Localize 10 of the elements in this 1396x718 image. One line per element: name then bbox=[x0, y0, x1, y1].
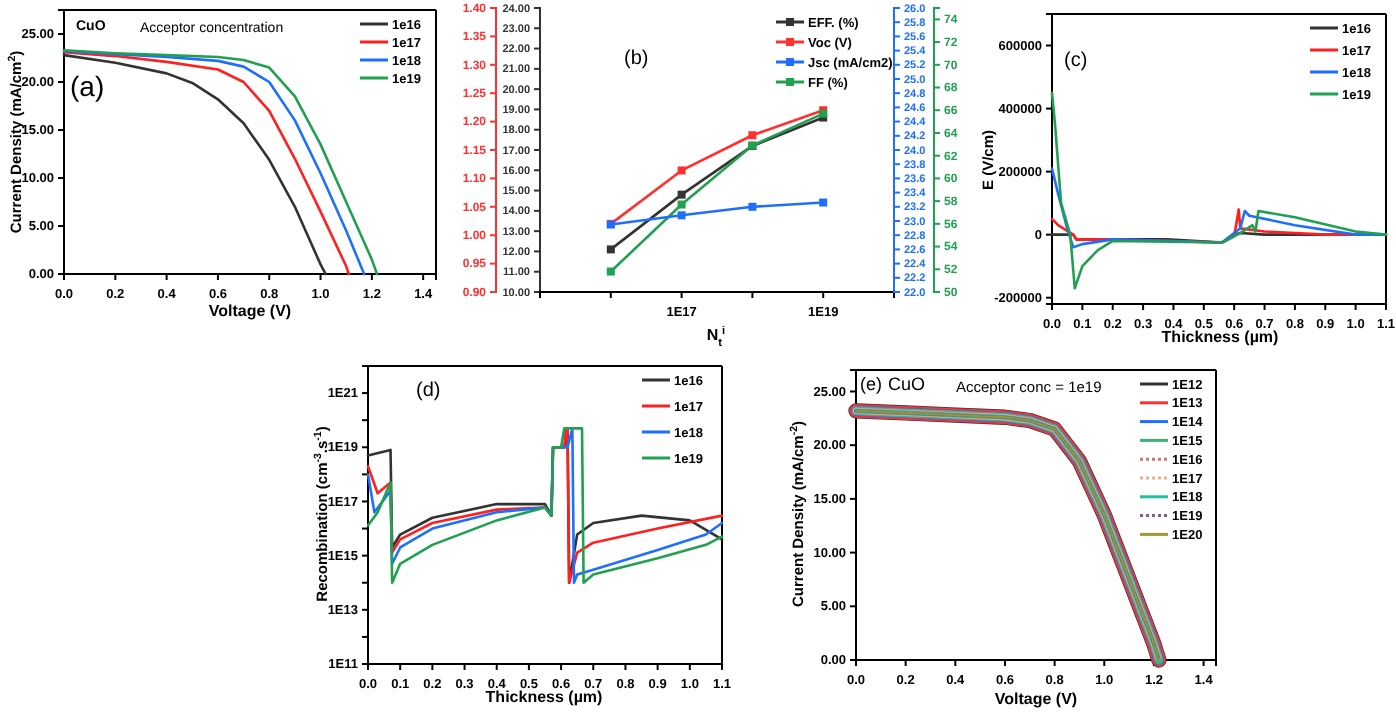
annotation: (a) bbox=[70, 70, 105, 102]
x-axis-title: Voltage (V) bbox=[994, 690, 1078, 708]
x-axis-title: Thickness (µm) bbox=[1161, 328, 1280, 346]
annotation: (c) bbox=[1064, 50, 1088, 72]
annotation: (d) bbox=[416, 380, 441, 402]
x-axis-title: Thickness (µm) bbox=[485, 688, 604, 706]
x-axis-title: Voltage (V) bbox=[208, 302, 292, 320]
annotation: CuO bbox=[888, 374, 926, 394]
annotation: (e) bbox=[860, 374, 882, 394]
annotation: (b) bbox=[624, 48, 649, 70]
